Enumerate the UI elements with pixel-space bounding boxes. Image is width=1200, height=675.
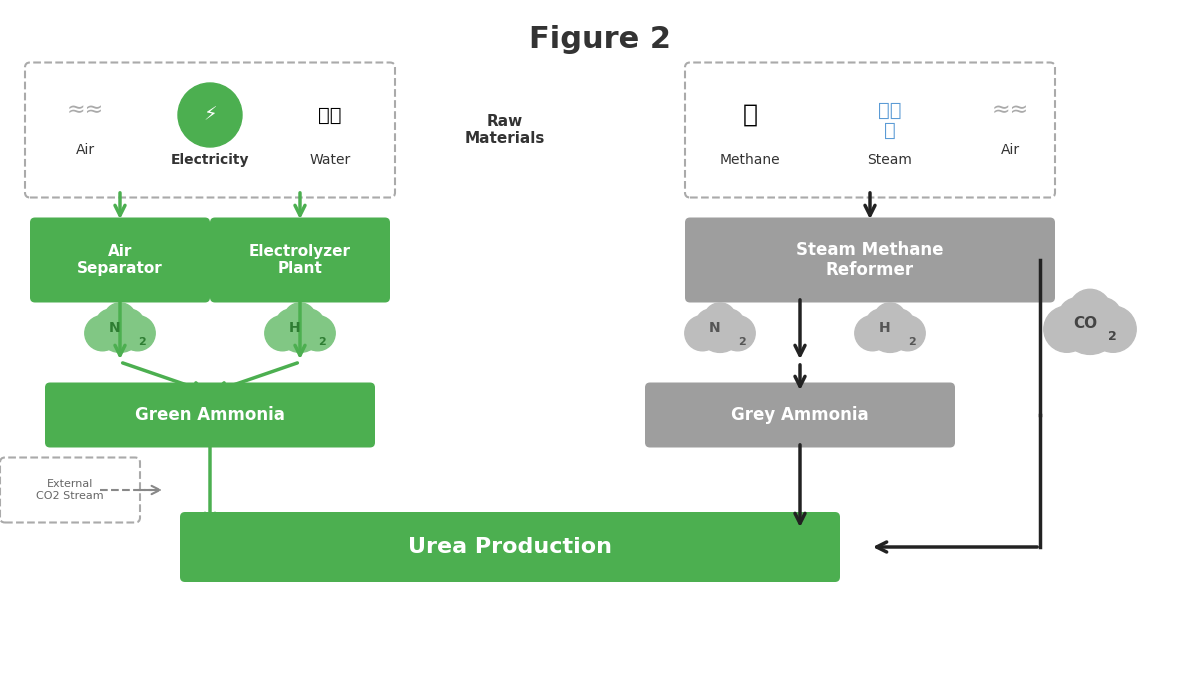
Text: Grey Ammonia: Grey Ammonia bbox=[731, 406, 869, 424]
Circle shape bbox=[276, 309, 305, 338]
Circle shape bbox=[685, 316, 720, 351]
Text: Electricity: Electricity bbox=[170, 153, 250, 167]
Text: 〰: 〰 bbox=[884, 121, 896, 140]
FancyBboxPatch shape bbox=[685, 217, 1055, 302]
Text: 2: 2 bbox=[908, 337, 916, 347]
Text: N: N bbox=[109, 321, 121, 335]
FancyBboxPatch shape bbox=[25, 63, 395, 198]
Text: Raw
Materials: Raw Materials bbox=[464, 114, 545, 146]
Text: 〰〰: 〰〰 bbox=[878, 101, 901, 119]
Text: CO: CO bbox=[1073, 315, 1097, 331]
Text: Urea Production: Urea Production bbox=[408, 537, 612, 557]
Circle shape bbox=[97, 308, 143, 352]
Text: Water: Water bbox=[310, 153, 350, 167]
Circle shape bbox=[277, 308, 323, 352]
Circle shape bbox=[300, 316, 335, 351]
Text: 2: 2 bbox=[1108, 331, 1116, 344]
Text: H: H bbox=[289, 321, 301, 335]
Circle shape bbox=[96, 309, 125, 338]
FancyBboxPatch shape bbox=[180, 512, 840, 582]
Text: H: H bbox=[880, 321, 890, 335]
Text: 2: 2 bbox=[318, 337, 326, 347]
Circle shape bbox=[715, 309, 744, 338]
Circle shape bbox=[1044, 306, 1090, 352]
FancyBboxPatch shape bbox=[210, 217, 390, 302]
Circle shape bbox=[1090, 306, 1136, 352]
Circle shape bbox=[1061, 296, 1120, 354]
Circle shape bbox=[1084, 298, 1122, 335]
Text: Steam: Steam bbox=[868, 153, 912, 167]
Circle shape bbox=[866, 309, 895, 338]
Circle shape bbox=[697, 308, 743, 352]
Text: 2: 2 bbox=[738, 337, 746, 347]
FancyBboxPatch shape bbox=[685, 63, 1055, 198]
Circle shape bbox=[868, 308, 912, 352]
Text: 💧💧: 💧💧 bbox=[318, 105, 342, 124]
Text: Figure 2: Figure 2 bbox=[529, 26, 671, 55]
Text: Air: Air bbox=[1001, 143, 1020, 157]
Text: ⚡: ⚡ bbox=[203, 105, 217, 124]
Circle shape bbox=[295, 309, 324, 338]
Text: Steam Methane
Reformer: Steam Methane Reformer bbox=[797, 240, 943, 279]
FancyBboxPatch shape bbox=[46, 383, 376, 448]
Circle shape bbox=[704, 303, 736, 335]
Text: External
CO2 Stream: External CO2 Stream bbox=[36, 479, 104, 501]
Circle shape bbox=[1058, 298, 1097, 335]
Circle shape bbox=[120, 316, 155, 351]
Circle shape bbox=[104, 303, 136, 335]
Circle shape bbox=[284, 303, 316, 335]
Circle shape bbox=[720, 316, 755, 351]
Text: Air: Air bbox=[76, 143, 95, 157]
Circle shape bbox=[890, 316, 925, 351]
Circle shape bbox=[1069, 290, 1111, 331]
FancyBboxPatch shape bbox=[30, 217, 210, 302]
Circle shape bbox=[696, 309, 725, 338]
Text: Methane: Methane bbox=[720, 153, 780, 167]
Text: Electrolyzer
Plant: Electrolyzer Plant bbox=[250, 244, 352, 276]
Text: N: N bbox=[709, 321, 721, 335]
FancyBboxPatch shape bbox=[0, 458, 140, 522]
Text: ≈≈: ≈≈ bbox=[66, 100, 103, 120]
Circle shape bbox=[178, 83, 242, 147]
Text: ≈≈: ≈≈ bbox=[991, 100, 1028, 120]
Circle shape bbox=[265, 316, 300, 351]
Circle shape bbox=[886, 309, 914, 338]
Circle shape bbox=[85, 316, 120, 351]
Text: 2: 2 bbox=[138, 337, 146, 347]
Circle shape bbox=[854, 316, 890, 351]
Text: Green Ammonia: Green Ammonia bbox=[136, 406, 284, 424]
Text: Air
Separator: Air Separator bbox=[77, 244, 163, 276]
Circle shape bbox=[115, 309, 144, 338]
FancyBboxPatch shape bbox=[646, 383, 955, 448]
Text: 🛢: 🛢 bbox=[743, 103, 757, 127]
Circle shape bbox=[874, 303, 906, 335]
